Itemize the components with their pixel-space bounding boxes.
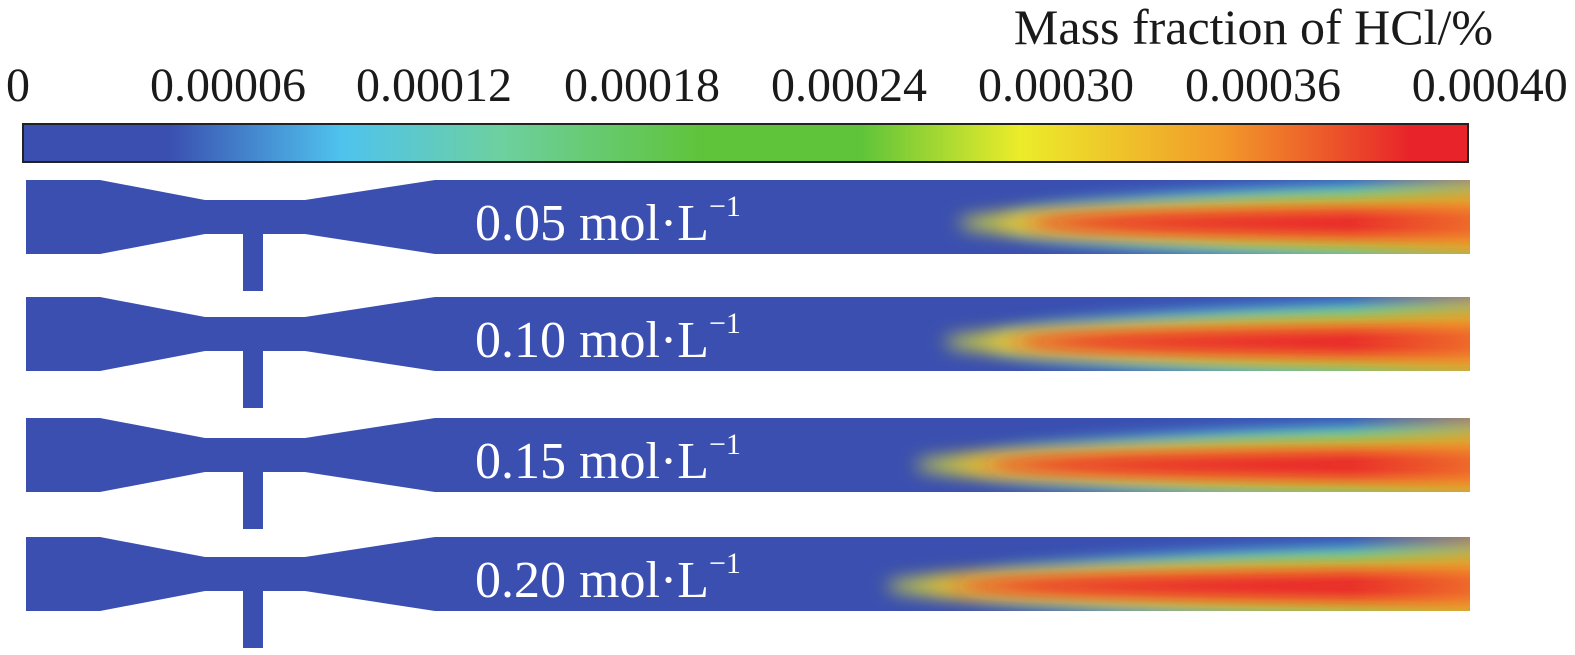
concentration-value: 0.10 mol·L [475, 312, 709, 369]
colorbar-tick-label: 0 [6, 59, 30, 112]
side-inlet [243, 234, 263, 291]
outlet-edge [1350, 418, 1470, 492]
channel-panel [26, 180, 1470, 291]
colorbar-tick-label: 0.00006 [150, 59, 306, 112]
side-inlet [243, 472, 263, 529]
concentration-value: 0.20 mol·L [475, 552, 709, 609]
outlet-edge [1350, 180, 1470, 254]
channel-panel [26, 297, 1470, 408]
unit-exponent: −1 [708, 547, 741, 580]
concentration-plume [914, 418, 1470, 492]
panel-label: 0.10 mol·L−1 [475, 309, 741, 367]
colorbar-tick-label: 0.00018 [564, 59, 720, 112]
colorbar-tick-label: 0.00030 [978, 59, 1134, 112]
concentration-plume [957, 180, 1470, 254]
side-inlet [243, 351, 263, 408]
colorbar-tick-label: 0.00024 [771, 59, 927, 112]
colorbar-tick-label: 0.00012 [356, 59, 512, 112]
channel-panel [26, 537, 1470, 648]
colorbar-tick-label: 0.00040 [1411, 59, 1568, 112]
panel-label: 0.15 mol·L−1 [475, 430, 741, 488]
concentration-value: 0.05 mol·L [475, 195, 709, 252]
unit-exponent: −1 [708, 307, 741, 340]
concentration-plume [885, 537, 1470, 611]
side-inlet [243, 591, 263, 648]
panel-label: 0.20 mol·L−1 [475, 549, 741, 607]
outlet-edge [1350, 537, 1470, 611]
colorbar [22, 123, 1469, 163]
concentration-value: 0.15 mol·L [475, 433, 709, 490]
panel-label: 0.05 mol·L−1 [475, 192, 741, 250]
channel-panel [26, 418, 1470, 529]
colorbar-title: Mass fraction of HCl/% [1013, 0, 1493, 55]
unit-exponent: −1 [708, 428, 741, 461]
colorbar-tick-label: 0.00036 [1185, 59, 1341, 112]
unit-exponent: −1 [708, 190, 741, 223]
outlet-edge [1350, 297, 1470, 371]
concentration-plume [943, 297, 1470, 371]
